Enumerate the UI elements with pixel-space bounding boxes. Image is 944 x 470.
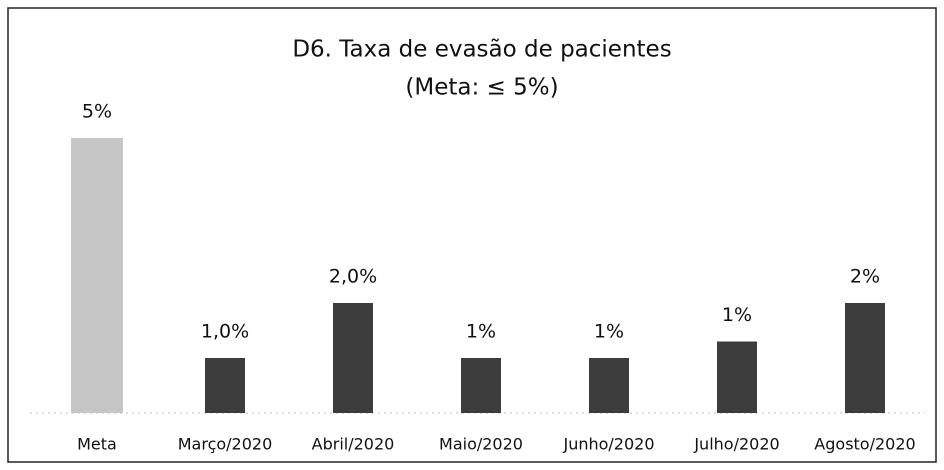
x-tick-label: Julho/2020: [693, 435, 779, 454]
value-label: 2%: [850, 266, 880, 288]
x-tick-label: Maio/2020: [439, 435, 523, 454]
value-label: 1,0%: [201, 321, 249, 343]
bar: [333, 303, 373, 413]
chart-subtitle: (Meta: ≤ 5%): [405, 75, 558, 101]
x-tick-label: Meta: [77, 435, 117, 454]
bar: [71, 138, 123, 413]
x-tick-label: Junho/2020: [562, 435, 654, 454]
bar: [205, 358, 245, 413]
value-label: 1%: [722, 304, 752, 326]
bar: [845, 303, 885, 413]
value-label: 1%: [466, 321, 496, 343]
x-tick-label: Agosto/2020: [814, 435, 915, 454]
bar: [589, 358, 629, 413]
x-tick-label: Março/2020: [178, 435, 273, 454]
value-label: 5%: [82, 101, 112, 123]
chart-title: D6. Taxa de evasão de pacientes: [292, 37, 671, 63]
bar: [717, 341, 757, 413]
bar: [461, 358, 501, 413]
x-tick-label: Abril/2020: [312, 435, 395, 454]
value-label: 2,0%: [329, 266, 377, 288]
value-label: 1%: [594, 321, 624, 343]
